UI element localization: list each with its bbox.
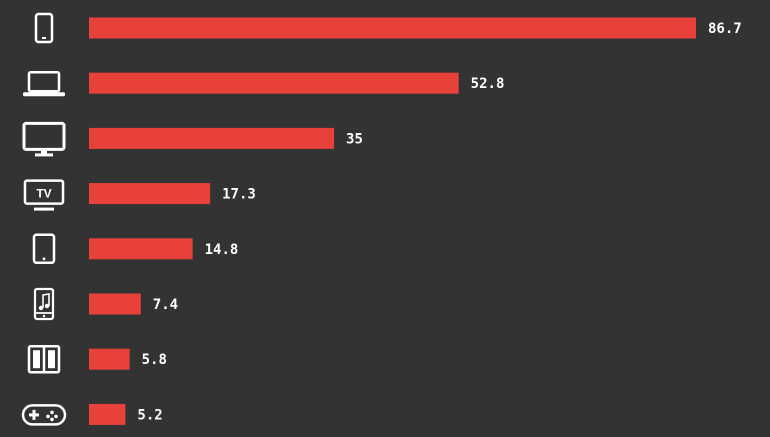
tv-icon: TV <box>23 179 65 211</box>
value-label-e-reader: 5.8 <box>142 352 167 368</box>
value-label-tablet: 14.8 <box>205 242 239 258</box>
bar-e-reader <box>89 348 130 370</box>
bar-desktop-monitor <box>89 127 335 149</box>
bar-smartphone <box>89 17 696 39</box>
tablet-icon <box>32 233 56 265</box>
value-label-smartphone: 86.7 <box>708 21 742 37</box>
bar-laptop <box>89 72 459 94</box>
value-label-desktop-monitor: 35 <box>346 131 363 147</box>
value-label-game-controller: 5.2 <box>137 407 162 423</box>
music-player-icon <box>33 287 55 321</box>
bar-game-controller <box>89 403 126 425</box>
game-controller-icon <box>21 404 67 426</box>
bar-tablet <box>89 238 193 260</box>
laptop-icon <box>23 70 65 97</box>
value-label-laptop: 52.8 <box>471 76 505 92</box>
tv-icon-label: TV <box>36 187 51 201</box>
smartphone-icon <box>34 12 54 44</box>
bar-tv <box>89 183 211 205</box>
desktop-monitor-icon <box>22 121 66 157</box>
bar-music-player <box>89 293 141 315</box>
e-reader-icon <box>27 344 61 374</box>
value-label-music-player: 7.4 <box>153 297 178 313</box>
value-label-tv: 17.3 <box>222 187 256 203</box>
